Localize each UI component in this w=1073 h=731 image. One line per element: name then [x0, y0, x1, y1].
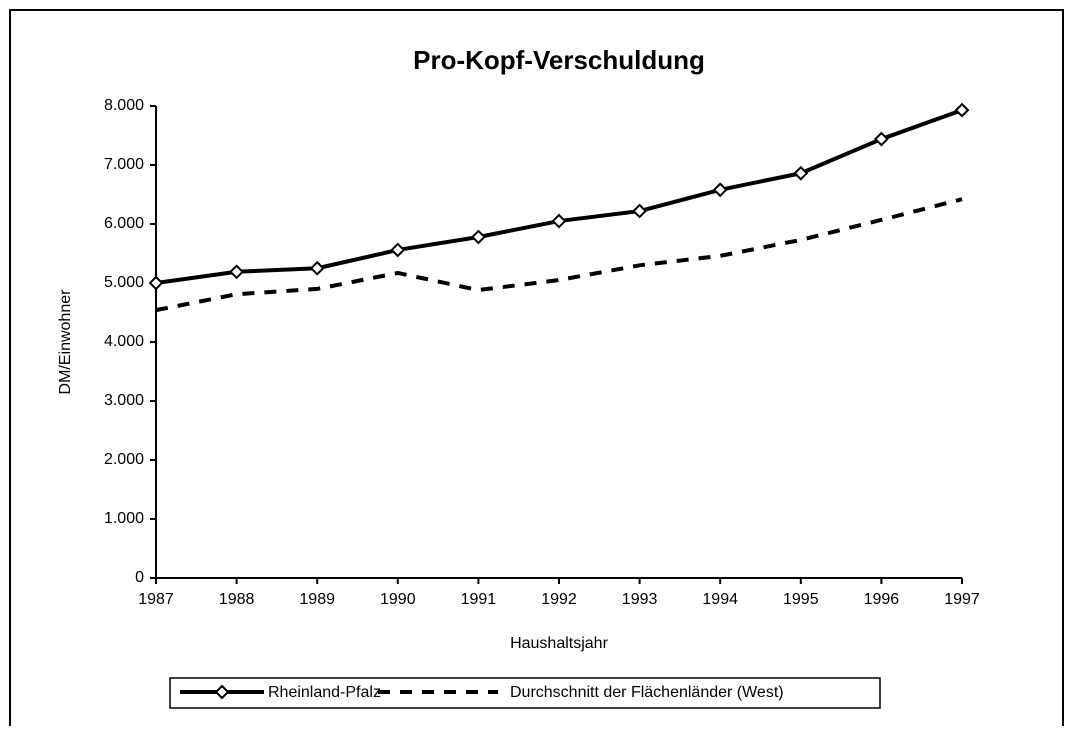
- legend-marker: [214, 684, 230, 700]
- y-tick-label: 3.000: [104, 392, 144, 409]
- chart-title: Pro-Kopf-Verschuldung: [413, 45, 705, 75]
- y-tick-label: 8.000: [104, 97, 144, 114]
- data-point: [229, 264, 245, 280]
- y-axis-label: DM/Einwohner: [57, 289, 74, 395]
- data-point: [793, 165, 809, 181]
- data-point: [632, 203, 648, 219]
- data-point: [390, 242, 406, 258]
- data-point: [309, 260, 325, 276]
- y-tick-label: 6.000: [104, 215, 144, 232]
- data-point: [954, 102, 970, 118]
- data-point: [873, 131, 889, 147]
- x-tick-label: 1994: [702, 591, 738, 608]
- y-tick-label: 5.000: [104, 274, 144, 291]
- y-tick-label: 1.000: [104, 510, 144, 527]
- x-tick-label: 1996: [864, 591, 900, 608]
- y-tick-label: 2.000: [104, 451, 144, 468]
- chart-border: [9, 9, 1064, 731]
- legend-label: Durchschnitt der Flächenländer (West): [510, 684, 784, 701]
- x-tick-label: 1995: [783, 591, 819, 608]
- x-tick-label: 1987: [138, 591, 174, 608]
- x-tick-label: 1988: [219, 591, 255, 608]
- x-tick-label: 1993: [622, 591, 658, 608]
- y-tick-label: 4.000: [104, 333, 144, 350]
- x-tick-label: 1990: [380, 591, 416, 608]
- data-point: [551, 213, 567, 229]
- x-tick-label: 1991: [461, 591, 497, 608]
- x-tick-label: 1997: [944, 591, 980, 608]
- series-line: [155, 197, 963, 313]
- x-tick-label: 1989: [299, 591, 335, 608]
- legend-label: Rheinland-Pfalz: [268, 684, 381, 701]
- y-tick-label: 0: [135, 569, 144, 586]
- data-point: [712, 182, 728, 198]
- x-axis-label: Haushaltsjahr: [510, 635, 609, 652]
- data-point: [148, 275, 164, 291]
- legend-box: [169, 677, 881, 709]
- y-tick-label: 7.000: [104, 156, 144, 173]
- x-tick-label: 1992: [541, 591, 577, 608]
- data-point: [470, 229, 486, 245]
